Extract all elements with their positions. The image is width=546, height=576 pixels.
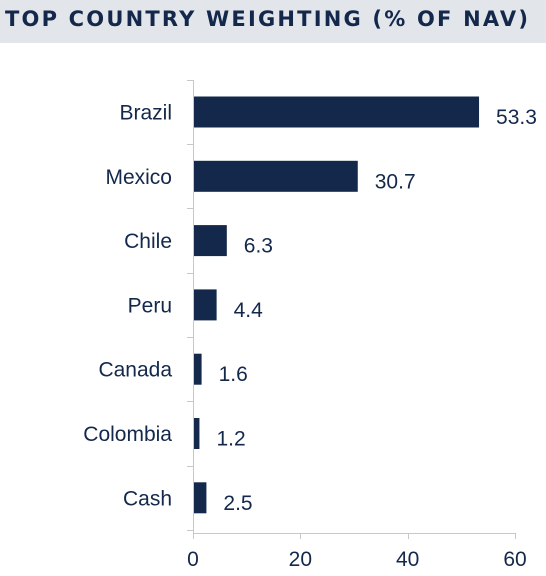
x-tick-label: 40: [396, 548, 419, 571]
category-label: Cash: [123, 487, 172, 510]
category-label: Mexico: [105, 166, 172, 189]
chart-title: TOP COUNTRY WEIGHTING (% OF NAV): [5, 7, 531, 31]
value-label: 4.4: [234, 299, 264, 322]
category-label: Brazil: [119, 102, 172, 125]
category-label: Colombia: [83, 423, 172, 446]
title-band: TOP COUNTRY WEIGHTING (% OF NAV): [0, 0, 546, 43]
bar-canada: [194, 353, 202, 385]
bar-cash: [194, 482, 207, 514]
x-tick-label: 20: [289, 548, 312, 571]
category-label: Canada: [98, 359, 172, 382]
value-label: 30.7: [375, 170, 416, 193]
x-tick-label: 60: [503, 548, 526, 571]
bar-chile: [194, 225, 227, 257]
value-label: 1.2: [216, 428, 245, 451]
value-label: 53.3: [496, 106, 537, 129]
value-label: 2.5: [223, 492, 252, 515]
bar-brazil: [194, 96, 480, 128]
category-label: Chile: [124, 230, 172, 253]
value-label: 1.6: [219, 363, 248, 386]
bar-peru: [194, 289, 217, 321]
x-tick-label: 0: [187, 548, 199, 571]
value-label: 6.3: [244, 235, 273, 258]
category-label: Peru: [128, 294, 172, 317]
bar-mexico: [194, 160, 358, 192]
bar-colombia: [194, 418, 200, 449]
